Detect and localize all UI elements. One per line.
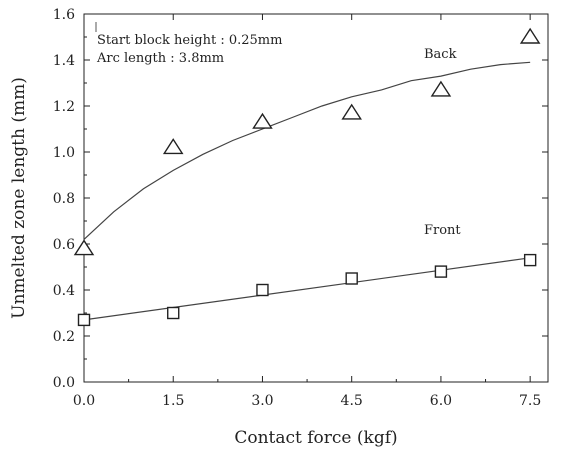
x-tick-label: 7.5	[519, 393, 541, 409]
fit-lines	[83, 61, 531, 321]
y-tick-label: 0.4	[53, 283, 75, 299]
x-axis-tick-labels: 0.0 1.5 3.0 4.5 6.0 7.5	[73, 393, 541, 409]
back-data-point	[162, 138, 184, 155]
back-data-point	[73, 239, 95, 256]
back-data-point	[252, 112, 273, 129]
fit-line-front	[83, 257, 531, 321]
x-axis-ticks	[83, 14, 531, 382]
y-tick-label: 1.6	[53, 7, 75, 23]
back-data-point	[519, 27, 541, 44]
y-tick-label: 0.2	[53, 329, 75, 345]
front-data-point	[77, 313, 91, 327]
y-tick-label: 0.6	[53, 237, 75, 253]
front-data-point	[523, 253, 537, 267]
x-tick-label: 3.0	[251, 393, 273, 409]
back-data-point	[430, 80, 452, 97]
front-data-point	[434, 265, 448, 278]
y-tick-label: 1.2	[53, 99, 75, 115]
front-data-point	[345, 272, 358, 285]
y-axis-ticks	[84, 13, 548, 383]
annotation-start-block: Start block height : 0.25mm	[97, 33, 282, 48]
x-tick-label: 6.0	[430, 393, 452, 409]
x-tick-label: 4.5	[341, 393, 363, 409]
front-data-point	[167, 306, 180, 320]
plot-frame	[83, 13, 549, 383]
x-axis-title: Contact force (kgf)	[234, 428, 397, 448]
x-tick-label: 0.0	[73, 393, 95, 409]
data-markers	[73, 27, 541, 327]
y-tick-label: 0.8	[53, 191, 75, 207]
x-tick-label: 1.5	[162, 393, 184, 409]
fit-line-back	[83, 61, 531, 240]
back-data-point	[341, 103, 362, 120]
y-axis-title: Unmelted zone length (mm)	[9, 77, 29, 319]
y-axis-tick-labels: 0.0 0.2 0.4 0.6 0.8 1.0 1.2 1.4 1.6	[53, 7, 75, 391]
annotation-arc-length: Arc length : 3.8mm	[96, 51, 224, 66]
y-tick-label: 1.4	[53, 53, 75, 69]
y-tick-label: 1.0	[53, 145, 75, 161]
y-tick-label: 0.0	[53, 375, 75, 391]
front-data-point	[256, 283, 269, 297]
series-label-front: Front	[424, 223, 461, 238]
series-label-back: Back	[424, 47, 457, 62]
